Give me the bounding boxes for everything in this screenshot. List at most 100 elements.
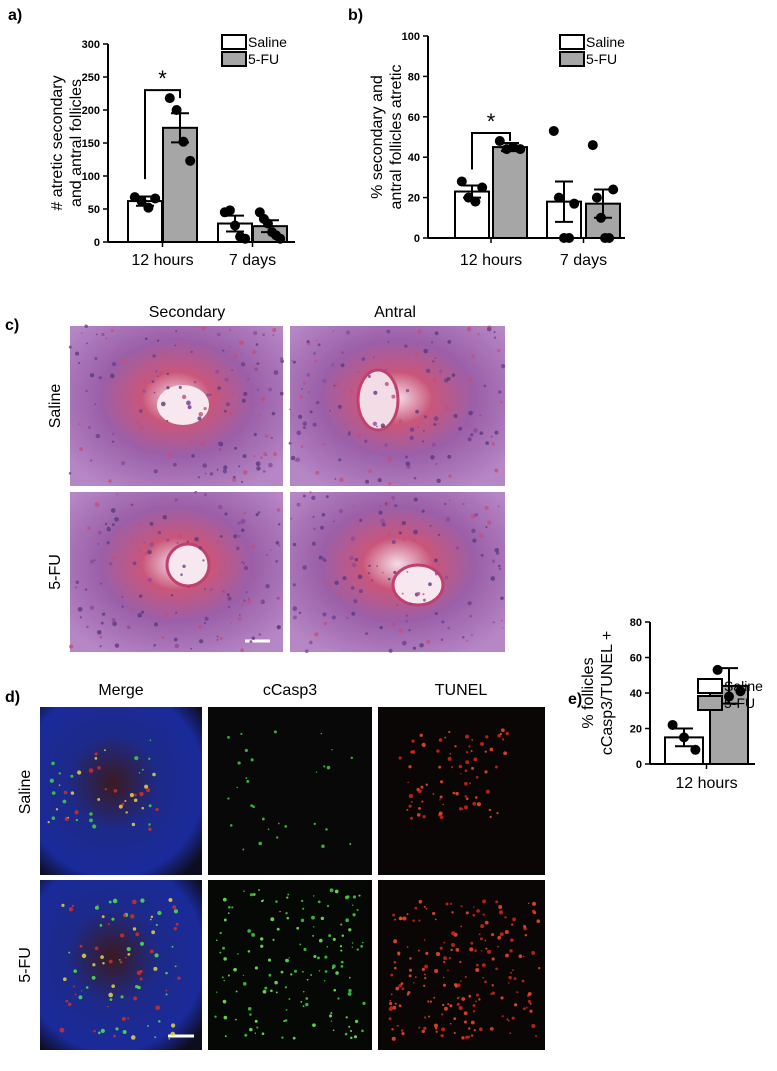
stain-dot xyxy=(74,810,79,815)
stain-dot xyxy=(510,972,512,974)
stain-dot xyxy=(210,588,213,591)
stain-dot xyxy=(292,360,296,364)
stain-dot xyxy=(190,647,193,650)
stain-dot xyxy=(433,558,438,563)
stain-dot xyxy=(130,606,135,610)
stain-dot xyxy=(484,750,487,753)
stain-dot xyxy=(508,975,512,980)
y-tick-label: 20 xyxy=(408,193,420,205)
row-label: 5-FU xyxy=(47,554,64,590)
stain-dot xyxy=(155,1005,160,1011)
stain-dot xyxy=(87,526,91,531)
stain-dot xyxy=(491,442,495,446)
stain-dot xyxy=(406,946,409,948)
stain-dot xyxy=(465,911,469,915)
stain-dot xyxy=(339,945,343,948)
stain-dot xyxy=(149,542,154,547)
stain-dot xyxy=(80,332,83,335)
stain-dot xyxy=(233,353,238,358)
stain-dot xyxy=(398,531,402,535)
stain-dot xyxy=(434,612,438,616)
stain-dot xyxy=(398,984,403,988)
stain-dot xyxy=(398,1004,402,1008)
column-label: TUNEL xyxy=(435,682,488,699)
stain-dot xyxy=(166,386,170,390)
stain-dot xyxy=(334,478,337,480)
stain-dot xyxy=(372,421,378,426)
stain-dot xyxy=(97,543,100,545)
oocyte xyxy=(391,563,445,607)
stain-dot xyxy=(55,808,59,811)
stain-dot xyxy=(398,419,403,423)
stain-dot xyxy=(478,998,481,1001)
stain-dot xyxy=(241,603,244,607)
stain-dot xyxy=(447,969,449,972)
stain-dot xyxy=(95,333,98,336)
stain-dot xyxy=(228,345,232,348)
oocyte xyxy=(157,385,209,425)
stain-dot xyxy=(505,731,509,736)
data-point xyxy=(171,105,182,115)
stain-dot xyxy=(245,591,248,593)
stain-dot xyxy=(387,341,390,343)
stain-dot xyxy=(239,340,244,346)
stain-dot xyxy=(227,596,232,601)
stain-dot xyxy=(472,913,476,917)
stain-dot xyxy=(138,594,143,598)
stain-dot xyxy=(473,428,478,433)
stain-dot xyxy=(491,991,495,995)
stain-dot xyxy=(432,793,435,795)
stain-dot xyxy=(365,479,370,484)
stain-dot xyxy=(388,648,393,653)
stain-dot xyxy=(255,343,259,346)
stain-dot xyxy=(219,951,222,954)
stain-dot xyxy=(432,911,436,916)
stain-dot xyxy=(468,782,471,785)
stain-dot xyxy=(310,973,313,976)
stain-dot xyxy=(337,404,342,409)
stain-dot xyxy=(421,742,426,747)
stain-dot xyxy=(265,584,270,589)
stain-dot xyxy=(77,361,81,365)
stain-dot xyxy=(104,788,108,791)
stain-dot xyxy=(249,1027,253,1032)
stain-dot xyxy=(337,997,340,1000)
stain-dot xyxy=(97,530,102,535)
stain-dot xyxy=(442,803,444,806)
data-point xyxy=(456,176,467,187)
stain-dot xyxy=(390,993,393,996)
stain-dot xyxy=(86,342,89,345)
stain-dot xyxy=(181,394,187,400)
stain-dot xyxy=(518,954,523,959)
stain-dot xyxy=(322,379,327,383)
stain-dot xyxy=(316,956,320,960)
stain-dot xyxy=(241,528,245,533)
stain-dot xyxy=(483,384,487,388)
stain-dot xyxy=(474,949,477,952)
stain-dot xyxy=(361,357,366,361)
panel-label: b) xyxy=(348,7,363,24)
stain-dot xyxy=(70,774,74,778)
stain-dot xyxy=(531,1023,536,1029)
stain-dot xyxy=(172,462,177,467)
stain-dot xyxy=(107,923,111,926)
stain-dot xyxy=(89,818,93,823)
stain-dot xyxy=(405,619,409,623)
stain-dot xyxy=(165,989,168,992)
stain-dot xyxy=(389,999,392,1002)
stain-dot xyxy=(445,516,451,522)
stain-dot xyxy=(501,738,505,741)
stain-dot xyxy=(343,422,347,426)
stain-dot xyxy=(109,998,113,1002)
stain-dot xyxy=(217,441,222,446)
stain-dot xyxy=(262,469,266,473)
stain-dot xyxy=(153,622,159,627)
bar xyxy=(492,146,528,240)
stain-dot xyxy=(425,368,431,374)
stain-dot xyxy=(311,495,316,501)
stain-dot xyxy=(410,816,414,820)
stain-dot xyxy=(320,593,324,596)
stain-dot xyxy=(111,917,115,921)
stain-dot xyxy=(347,609,350,613)
stain-dot xyxy=(165,993,168,996)
